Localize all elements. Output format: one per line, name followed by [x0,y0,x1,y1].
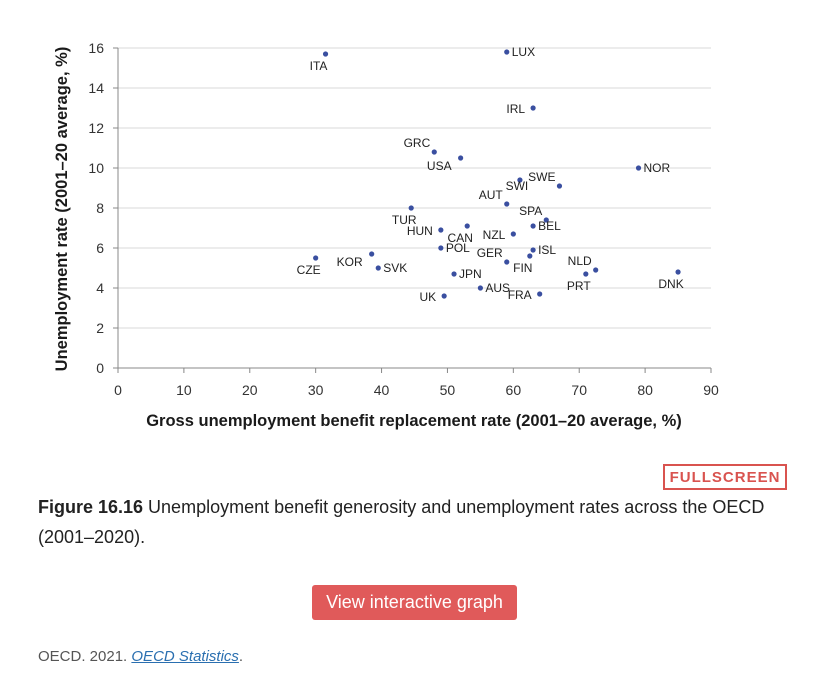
point-label-grc: GRC [404,136,431,150]
point-label-uk: UK [419,290,436,304]
source-prefix: OECD. 2021. [38,648,132,665]
x-axis-label: Gross unemployment benefit replacement r… [146,412,682,430]
figure-caption-text: Unemployment benefit generosity and unem… [38,497,765,547]
point-label-fin: FIN [513,261,532,275]
point-label-tur: TUR [392,213,417,227]
data-point-grc [431,149,437,155]
data-point-prt [583,271,589,277]
data-point-aut [504,201,510,207]
y-tick-label: 0 [96,360,104,376]
data-point-isl [530,247,536,253]
data-point-irl [530,105,536,111]
x-tick-label: 70 [571,382,587,398]
point-label-can: CAN [448,231,473,245]
point-label-aus: AUS [485,281,510,295]
data-point-fra [537,291,543,297]
y-tick-label: 6 [96,240,104,256]
x-tick-label: 20 [242,382,258,398]
figure-number: Figure 16.16 [38,497,144,517]
data-point-can [464,223,470,229]
point-label-irl: IRL [506,102,525,116]
x-tick-label: 30 [308,382,324,398]
point-label-nzl: NZL [483,228,506,242]
point-label-prt: PRT [567,279,591,293]
axes [113,47,712,373]
data-point-swi [517,177,523,183]
view-interactive-graph-button[interactable]: View interactive graph [312,585,517,620]
data-point-bel [530,223,536,229]
data-point-nzl [510,231,516,237]
data-point-lux [504,49,510,55]
data-point-hun [438,227,444,233]
data-point-aus [477,285,483,291]
data-point-svk [375,265,381,271]
data-point-kor [369,251,375,257]
point-label-aut: AUT [479,188,504,202]
point-label-isl: ISL [538,243,556,257]
point-label-nor: NOR [644,161,671,175]
data-point-cze [313,255,319,261]
point-label-hun: HUN [407,224,433,238]
data-point-uk [441,293,447,299]
data-point-fin [527,253,533,259]
y-tick-label: 10 [88,160,104,176]
y-tick-label: 8 [96,200,104,216]
x-tick-label: 40 [374,382,390,398]
point-label-pol: POL [446,241,470,255]
data-point-tur [408,205,414,211]
fullscreen-button[interactable]: FULLSCREEN [663,464,787,490]
data-point-spa [543,217,549,223]
y-axis-label: Unemployment rate (2001–20 average, %) [53,47,71,372]
point-label-svk: SVK [383,261,407,275]
data-points [313,49,681,299]
figure-caption: Figure 16.16 Unemployment benefit genero… [38,492,798,552]
point-label-ita: ITA [310,59,328,73]
y-tick-label: 2 [96,320,104,336]
x-tick-label: 10 [176,382,192,398]
y-tick-label: 12 [88,120,104,136]
source-suffix: . [238,648,244,665]
x-tick-label: 90 [703,382,719,398]
data-point-usa [458,155,464,161]
point-label-cze: CZE [297,263,321,277]
y-tick-label: 14 [88,80,104,96]
data-point-swe [556,183,563,189]
x-tick-label: 0 [114,382,122,398]
point-label-kor: KOR [337,255,363,269]
point-label-swe: SWE [528,170,555,184]
x-tick-label: 60 [506,382,522,398]
data-point-pol [438,245,444,251]
tick-labels: 0 2 4 6 8 10 12 14 16 0 10 20 30 40 50 60 70 80 90 [88,40,719,398]
x-tick-label: 80 [637,382,653,398]
point-label-jpn: JPN [459,267,482,281]
data-point-nld [593,267,599,273]
data-point-jpn [451,271,457,277]
y-tick-label: 16 [88,40,104,56]
source-note: OECD. 2021. OECD Statistics. [38,648,243,665]
point-label-nld: NLD [568,254,592,268]
y-tick-label: 4 [96,280,104,296]
data-point-ita [322,51,329,57]
x-tick-label: 50 [440,382,456,398]
data-point-dnk [675,269,681,275]
point-label-bel: BEL [538,219,561,233]
point-label-usa: USA [427,159,452,173]
oecd-statistics-link[interactable]: OECD Statistics [131,648,239,665]
point-label-fra: FRA [508,288,532,302]
point-label-spa: SPA [519,204,542,218]
point-label-dnk: DNK [658,277,683,291]
gridlines [118,47,711,329]
data-point-ger [504,259,510,265]
point-label-lux: LUX [512,45,535,59]
data-point-nor [635,165,642,171]
point-label-swi: SWI [506,179,529,193]
point-label-ger: GER [477,246,503,260]
